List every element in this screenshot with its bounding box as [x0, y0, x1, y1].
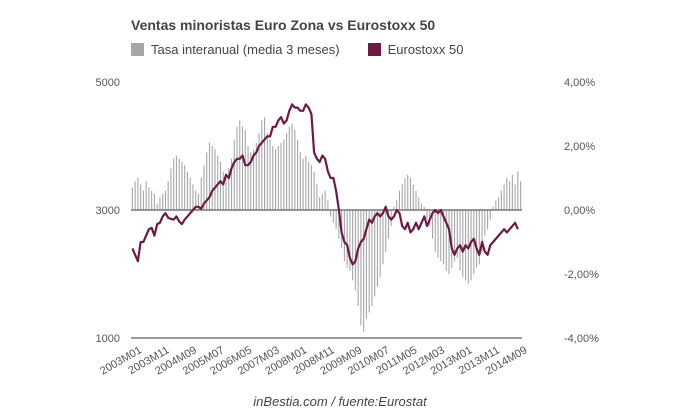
- left-axis-tick: 5000: [96, 77, 120, 89]
- right-axis-tick: -4,00%: [564, 333, 599, 345]
- legend-swatch-tasa: [131, 43, 144, 56]
- legend-label-eurostoxx: Eurostoxx 50: [387, 42, 464, 57]
- right-axis-tick: 4,00%: [564, 77, 595, 89]
- right-axis-tick: -2,00%: [564, 269, 599, 281]
- legend-item-tasa: Tasa interanual (media 3 meses): [131, 42, 340, 57]
- right-axis-tick: 0,00%: [564, 205, 595, 217]
- eurostoxx-line: [131, 103, 519, 266]
- right-axis-tick: 2,00%: [564, 141, 595, 153]
- legend-item-eurostoxx: Eurostoxx 50: [367, 42, 464, 57]
- legend-swatch-eurostoxx: [367, 43, 381, 56]
- legend-label-tasa: Tasa interanual (media 3 meses): [151, 42, 340, 57]
- chart-title: Ventas minoristas Euro Zona vs Eurostoxx…: [131, 17, 436, 33]
- left-axis-tick: 1000: [96, 333, 120, 345]
- legend: Tasa interanual (media 3 meses) Eurostox…: [131, 42, 463, 57]
- source-note: inBestia.com / fuente:Eurostat: [253, 394, 427, 409]
- left-axis-tick: 3000: [96, 205, 120, 217]
